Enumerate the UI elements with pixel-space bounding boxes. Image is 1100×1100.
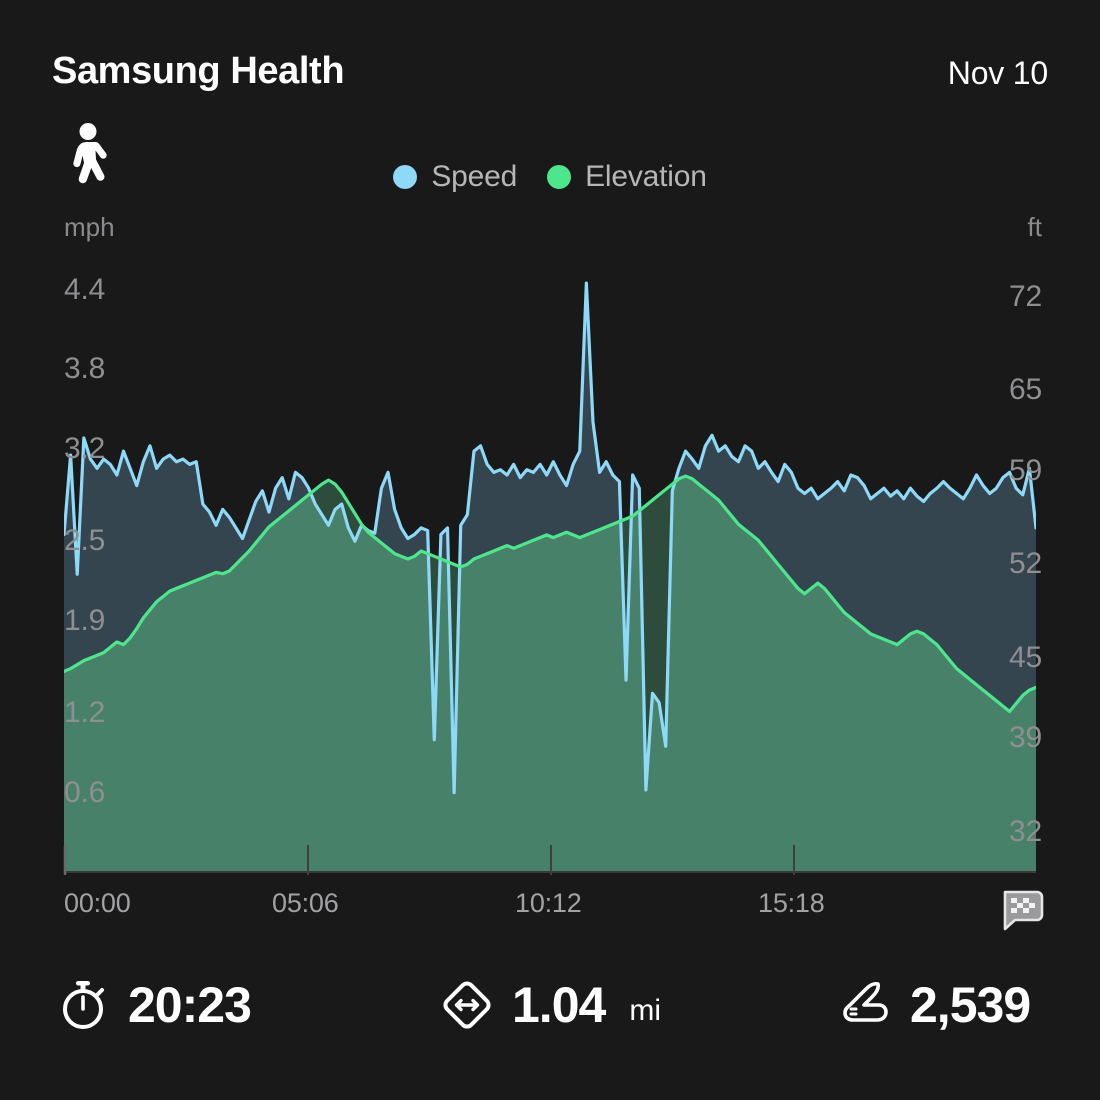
- right-tick-label: 39: [1009, 721, 1042, 755]
- stat-distance-unit: mi: [629, 994, 661, 1027]
- x-tick-label: 10:12: [515, 888, 582, 918]
- checkered-flag-icon: [998, 885, 1044, 931]
- chart-legend: Speed Elevation: [0, 160, 1100, 194]
- stat-distance-value: 1.04: [512, 977, 606, 1033]
- stat-steps: 2,539: [838, 977, 1031, 1033]
- stat-duration: 20:23: [56, 977, 252, 1033]
- legend-dot-elevation-icon: [547, 165, 572, 189]
- header: Samsung Health Nov 10: [0, 0, 1100, 120]
- right-tick-label: 45: [1009, 640, 1042, 674]
- x-tick-label: 00:00: [64, 888, 131, 918]
- left-tick-label: 1.2: [64, 696, 106, 730]
- elevation-line: [64, 474, 1036, 714]
- stat-distance: 1.04 mi: [440, 978, 661, 1032]
- elevation-area: [64, 476, 1036, 872]
- left-tick-label: 0.6: [64, 775, 106, 809]
- x-tick-label: 15:18: [758, 888, 825, 918]
- shoe-icon: [838, 978, 892, 1032]
- speed-line: [64, 281, 1036, 795]
- workout-stats: 20:23 1.04 mi 2,539: [0, 960, 1100, 1070]
- right-tick-label: 52: [1009, 547, 1042, 581]
- legend-dot-speed-icon: [393, 165, 418, 189]
- x-tick-label: 05:06: [272, 888, 339, 918]
- page-title: Samsung Health: [52, 50, 345, 92]
- walking-person-icon: [60, 122, 118, 188]
- date-label: Nov 10: [947, 55, 1048, 91]
- stopwatch-icon: [56, 978, 110, 1032]
- legend-label-speed: Speed: [431, 160, 518, 193]
- elevation-overlap-area: [64, 476, 1036, 793]
- legend-item-elevation: Elevation: [547, 160, 707, 194]
- stat-duration-value: 20:23: [128, 977, 252, 1033]
- left-tick-label: 4.4: [64, 272, 106, 306]
- right-tick-label: 65: [1009, 373, 1042, 407]
- stat-steps-value: 2,539: [910, 977, 1031, 1033]
- speed-area: [64, 283, 1036, 872]
- legend-item-speed: Speed: [393, 160, 517, 194]
- right-tick-label: 32: [1009, 814, 1042, 848]
- left-tick-label: 1.9: [64, 603, 106, 637]
- right-tick-label: 72: [1009, 279, 1042, 313]
- left-tick-label: 3.2: [64, 431, 106, 465]
- left-axis-unit: mph: [64, 212, 115, 242]
- left-tick-label: 3.8: [64, 352, 106, 386]
- right-axis-unit: ft: [1027, 212, 1042, 242]
- left-tick-label: 2.5: [64, 524, 106, 558]
- distance-icon: [440, 978, 494, 1032]
- right-tick-label: 59: [1009, 453, 1042, 487]
- legend-label-elevation: Elevation: [585, 160, 707, 193]
